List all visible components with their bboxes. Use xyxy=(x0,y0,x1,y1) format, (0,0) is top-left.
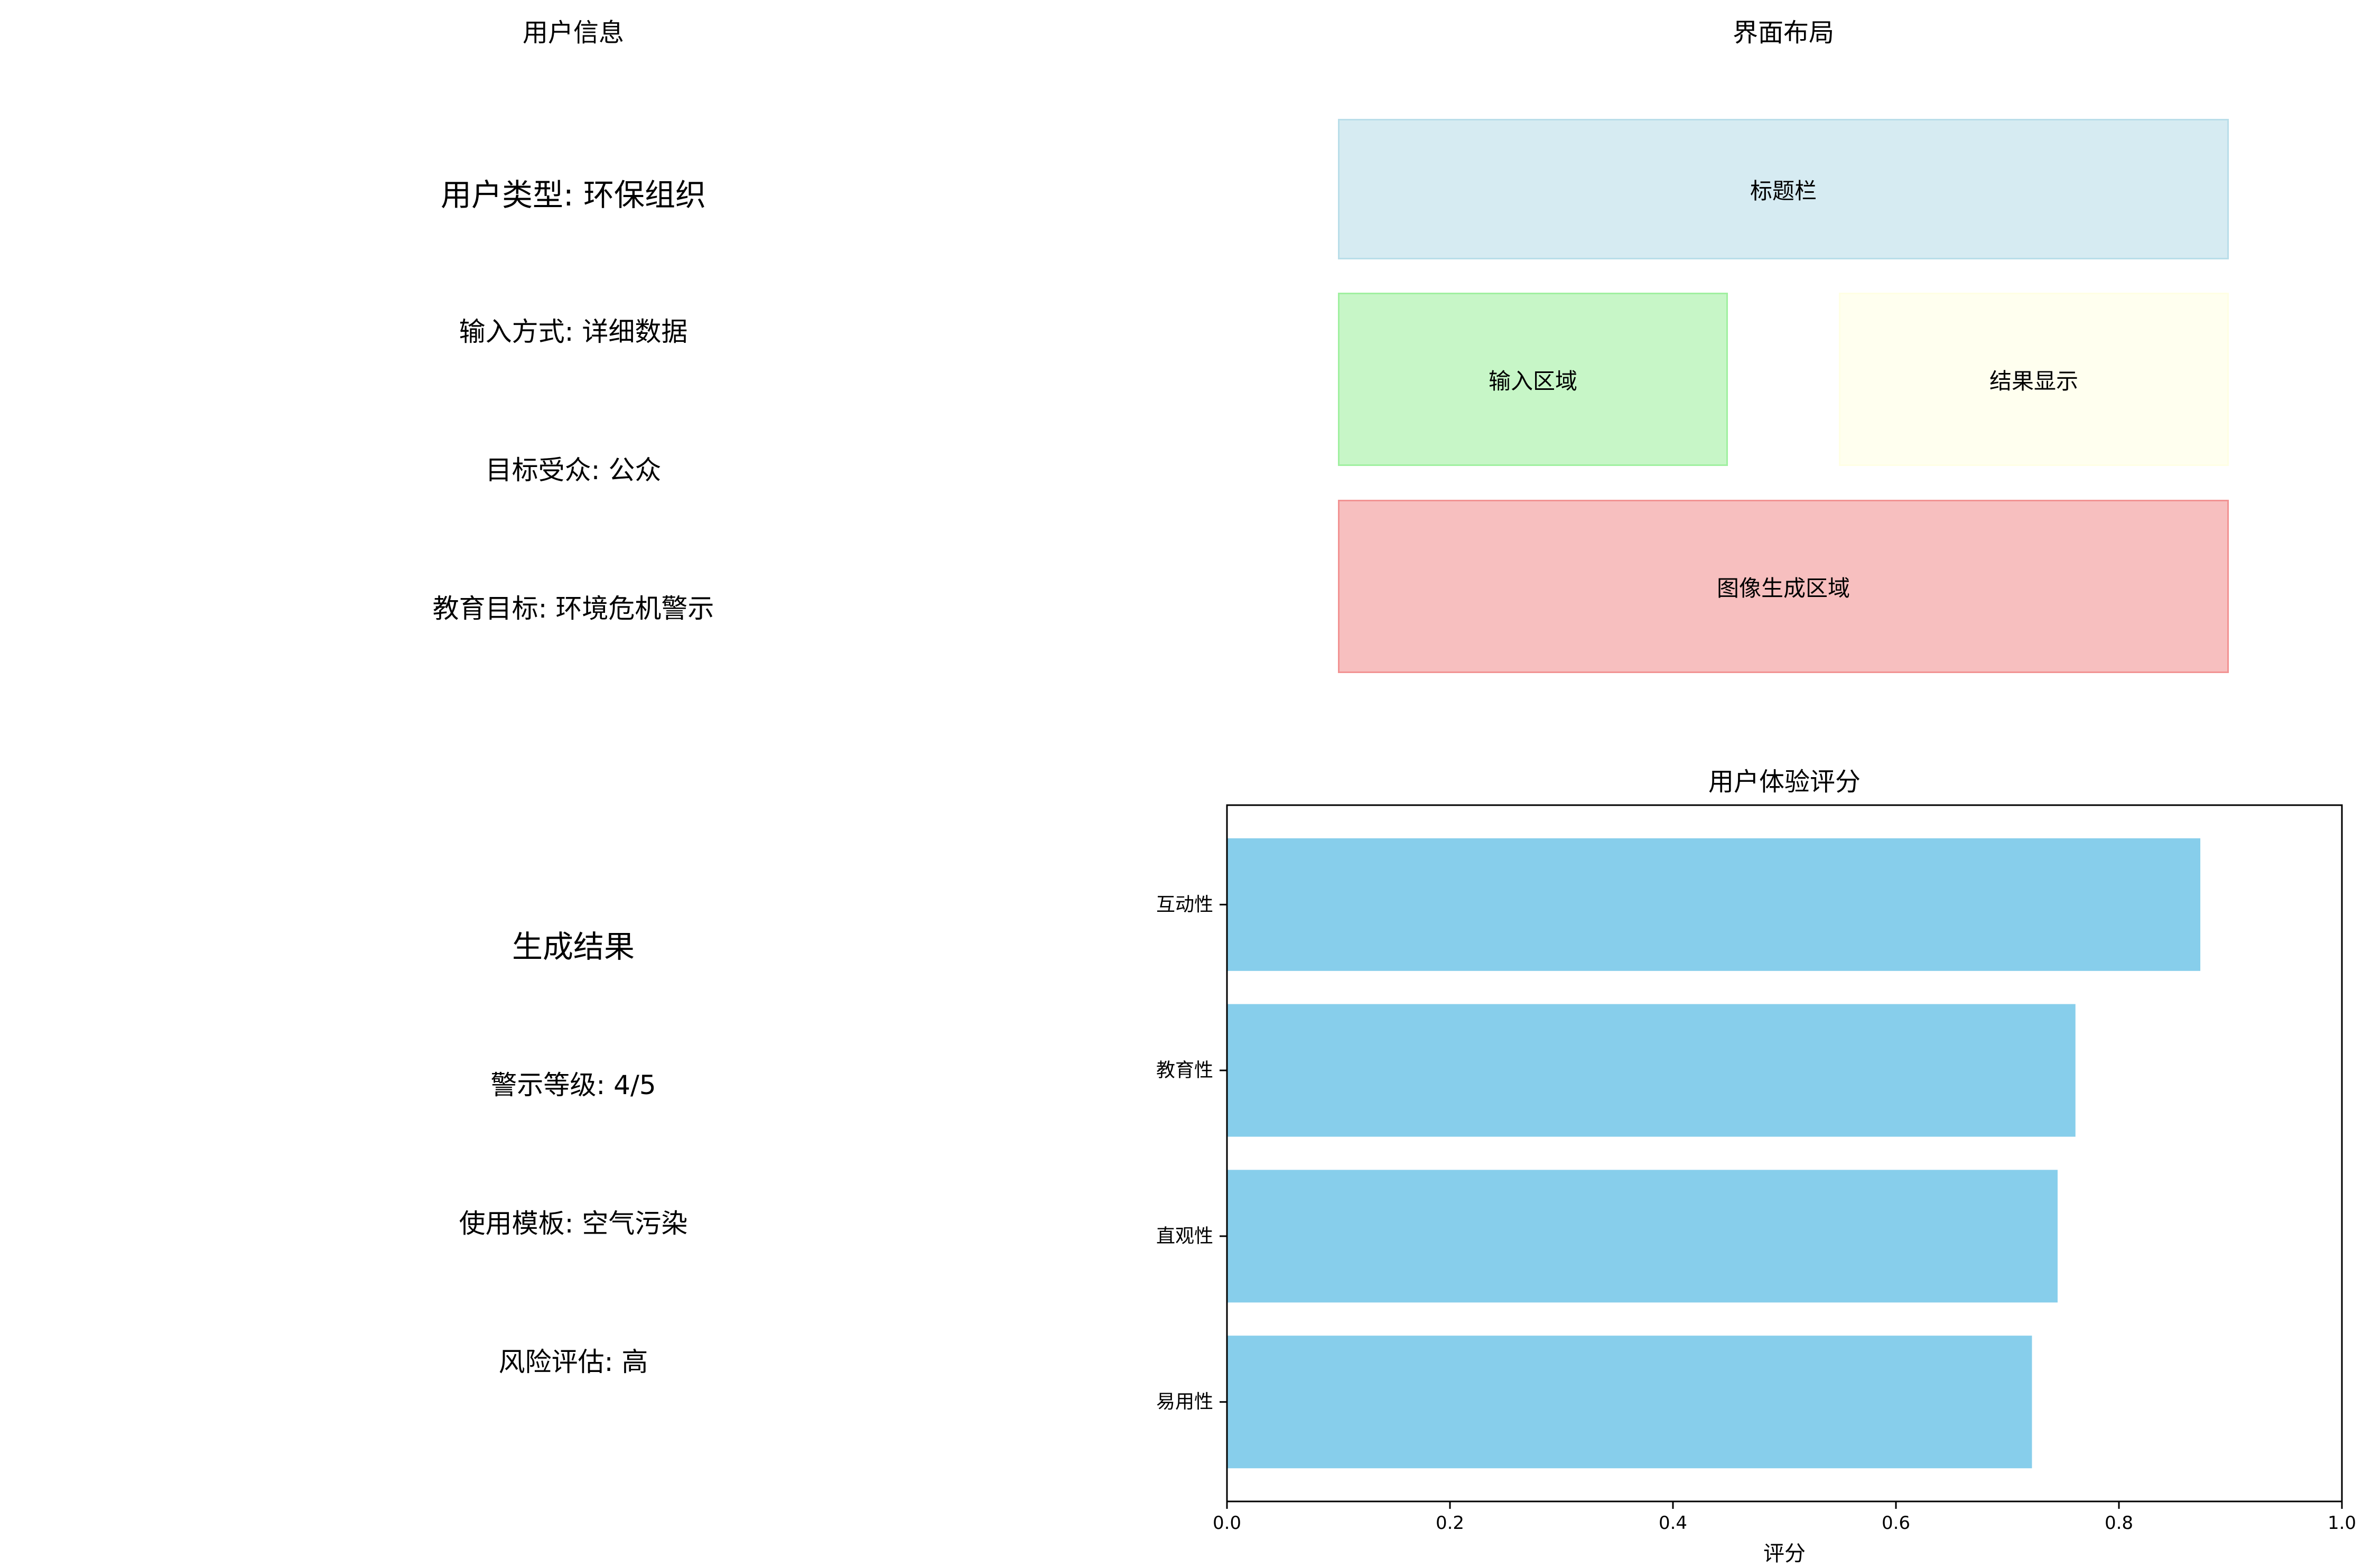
plot-frame xyxy=(1226,804,2343,1502)
y-tick-label: 直观性 xyxy=(1156,1225,1213,1247)
risk-label: 风险评估: 高 xyxy=(498,1347,648,1377)
x-tick-label: 0.6 xyxy=(1882,1513,1910,1534)
bar-教育性 xyxy=(1227,1004,2076,1137)
y-tick-label: 互动性 xyxy=(1156,894,1213,916)
layout-panel-title: 界面布局 xyxy=(1732,18,1834,48)
result-title: 生成结果 xyxy=(512,929,635,965)
layout-block-title-bar: 标题栏 xyxy=(1338,119,2229,259)
x-tick-label: 0.4 xyxy=(1659,1513,1687,1534)
x-tick-label: 0.8 xyxy=(2105,1513,2133,1534)
layout-block-result-display-label: 结果显示 xyxy=(1989,368,2078,394)
bar-直观性 xyxy=(1227,1170,2058,1303)
target-audience-label: 目标受众: 公众 xyxy=(485,455,662,486)
bar-易用性 xyxy=(1227,1336,2032,1469)
x-axis-label: 评分 xyxy=(1763,1542,1806,1566)
education-goal-label: 教育目标: 环境危机警示 xyxy=(432,593,714,624)
user-info-title: 用户信息 xyxy=(522,18,624,48)
layout-block-image-area: 图像生成区域 xyxy=(1338,500,2229,673)
chart-title: 用户体验评分 xyxy=(1708,767,1861,797)
warning-level-label: 警示等级: 4/5 xyxy=(490,1070,656,1100)
layout-block-input-area-label: 输入区域 xyxy=(1488,368,1577,394)
layout-block-result-display: 结果显示 xyxy=(1839,293,2229,466)
layout-block-input-area: 输入区域 xyxy=(1338,293,1728,466)
user-type-label: 用户类型: 环保组织 xyxy=(441,177,706,213)
input-method-label: 输入方式: 详细数据 xyxy=(459,316,688,347)
x-tick-label: 0.2 xyxy=(1436,1513,1464,1534)
template-label: 使用模板: 空气污染 xyxy=(459,1208,688,1239)
x-tick-label: 1.0 xyxy=(2328,1513,2356,1534)
layout-block-title-bar-label: 标题栏 xyxy=(1750,178,1817,204)
bar-互动性 xyxy=(1227,838,2201,971)
y-tick-label: 易用性 xyxy=(1156,1391,1213,1413)
layout-block-image-area-label: 图像生成区域 xyxy=(1716,575,1850,601)
y-tick-label: 教育性 xyxy=(1156,1060,1213,1081)
x-tick-label: 0.0 xyxy=(1213,1513,1241,1534)
